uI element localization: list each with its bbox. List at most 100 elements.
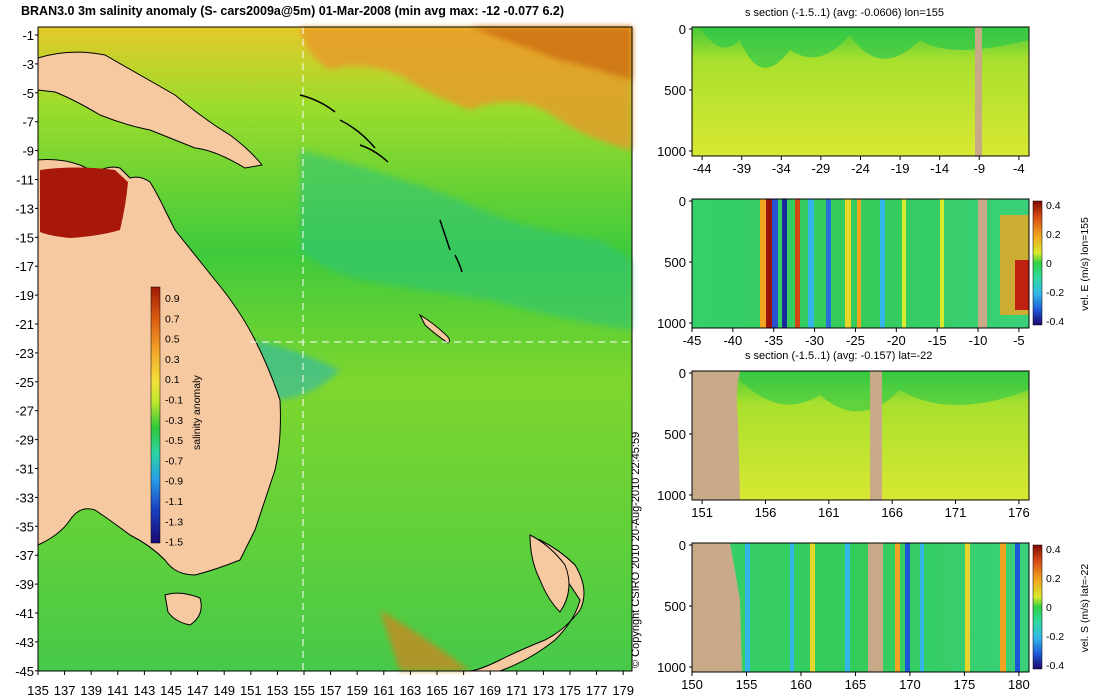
panel-x-tick-label: -35 <box>764 333 783 348</box>
panel-y-tick-label: 1000 <box>657 144 686 159</box>
panel-x-tick-label: 176 <box>1008 505 1030 520</box>
panel-4-land-column <box>868 543 883 672</box>
lat-tick-label: -45 <box>15 664 34 679</box>
new-guinea-land <box>37 51 263 169</box>
panel-2-land-column <box>978 199 987 328</box>
lon-tick-label: 165 <box>426 683 448 698</box>
panel-4-stripes <box>745 543 1020 672</box>
panel-y-tick-label: 500 <box>664 427 686 442</box>
panel-x-tick-label: -25 <box>846 333 865 348</box>
tropical-max-salinity <box>470 27 632 80</box>
velocity-colorbar-tick: -0.2 <box>1046 631 1064 643</box>
panel-3-title: s section (-1.5..1) (avg: -0.157) lat=-2… <box>745 350 933 362</box>
panel-x-tick-label: -14 <box>930 161 949 176</box>
panel-x-tick-label: 171 <box>945 505 967 520</box>
new-zealand-north-land <box>529 534 570 613</box>
panel-1-surface-layer <box>700 27 1029 68</box>
panel-x-tick-label: -19 <box>891 161 910 176</box>
tropical-high-salinity <box>300 27 632 150</box>
tasman-high-salinity <box>380 610 470 671</box>
velocity-colorbar-tick: -0.4 <box>1046 660 1064 672</box>
panel-x-tick-label: 160 <box>790 677 812 692</box>
lon-tick-label: 155 <box>293 683 315 698</box>
section-panel-2[interactable] <box>691 198 1043 329</box>
lon-tick-label: 169 <box>479 683 501 698</box>
lon-tick-label: 153 <box>267 683 289 698</box>
lat-tick-label: -9 <box>22 144 34 159</box>
lat-tick-label: -29 <box>15 433 34 448</box>
panel-x-tick-label: 150 <box>681 677 703 692</box>
salinity-map[interactable]: 0.9 0.7 0.5 0.3 0.1 -0.1 -0.3 -0.5 -0.7 -0.9 -1.1 -… <box>37 26 633 672</box>
salinity-colorbar-tick: 0.1 <box>165 374 180 386</box>
lat-tick-label: -23 <box>15 346 34 361</box>
map-longitude-ticks: 135 137 139 141 143 145 147 149 151 153 155 157 159 1… <box>27 671 634 698</box>
salinity-colorbar-tick: -1.5 <box>165 537 183 549</box>
east-coast-low-salinity <box>255 340 340 400</box>
panel-x-tick-label: -9 <box>974 161 986 176</box>
salinity-colorbar-tick: -1.1 <box>165 496 183 508</box>
panel-x-tick-label: 161 <box>818 505 840 520</box>
lon-tick-label: 159 <box>346 683 368 698</box>
lat-tick-label: -43 <box>15 635 34 650</box>
panel-x-tick-label: 170 <box>899 677 921 692</box>
panel-4-land-area <box>692 543 742 672</box>
panel-x-tick-label: 151 <box>691 505 713 520</box>
new-caledonia-land <box>418 313 450 344</box>
lon-tick-label: 157 <box>320 683 342 698</box>
panel-1-title: s section (-1.5..1) (avg: -0.0606) lon=1… <box>745 7 945 19</box>
panel-4-colorbar <box>1032 544 1043 670</box>
section-panel-3[interactable] <box>691 370 1030 501</box>
panel-x-tick-label: 156 <box>755 505 777 520</box>
tasmania-land <box>164 592 202 626</box>
velocity-colorbar-label: vel. E (m/s) lon=155 <box>1079 217 1091 311</box>
island-chain <box>299 94 463 273</box>
lon-tick-label: 161 <box>373 683 395 698</box>
lon-tick-label: 175 <box>559 683 581 698</box>
panel-3-land-column <box>870 371 882 500</box>
salinity-colorbar-tick: -0.3 <box>165 415 183 427</box>
velocity-colorbar-tick: 0.4 <box>1046 544 1061 556</box>
salinity-colorbar <box>150 286 161 544</box>
lat-tick-label: -3 <box>22 57 34 72</box>
salinity-colorbar-tick: 0.5 <box>165 334 180 346</box>
salinity-colorbar-tick: -0.1 <box>165 395 183 407</box>
panel-x-tick-label: -44 <box>693 161 712 176</box>
panel-x-tick-label: -29 <box>812 161 831 176</box>
coral-sea-band <box>300 150 632 330</box>
salinity-colorbar-tick: 0.3 <box>165 354 180 366</box>
panel-x-tick-label: -34 <box>772 161 791 176</box>
lon-tick-label: 171 <box>506 683 528 698</box>
section-panel-1[interactable] <box>691 26 1030 157</box>
panel-4-frame <box>691 542 1030 673</box>
lon-tick-label: 177 <box>586 683 608 698</box>
panel-x-tick-label: 166 <box>881 505 903 520</box>
panel-x-tick-label: 180 <box>1008 677 1030 692</box>
lon-tick-label: 135 <box>27 683 49 698</box>
panel-y-tick-label: 0 <box>679 366 686 381</box>
lat-tick-label: -15 <box>15 230 34 245</box>
salinity-colorbar-ticks: 0.9 0.7 0.5 0.3 0.1 -0.1 -0.3 -0.5 -0.7 -0.9 -1.1 -… <box>165 293 183 549</box>
lon-tick-label: 141 <box>107 683 129 698</box>
lon-tick-label: 163 <box>400 683 422 698</box>
lon-tick-label: 167 <box>453 683 475 698</box>
panel-y-tick-label: 0 <box>679 538 686 553</box>
velocity-colorbar-tick: 0.2 <box>1046 229 1061 241</box>
lat-tick-label: -41 <box>15 606 34 621</box>
panel-y-tick-label: 500 <box>664 599 686 614</box>
lat-tick-label: -1 <box>22 28 34 43</box>
panel-x-tick-label: -5 <box>1013 333 1025 348</box>
panel-y-tick-label: 0 <box>679 22 686 37</box>
panel-x-tick-label: -10 <box>969 333 988 348</box>
panel-x-tick-label: -30 <box>805 333 824 348</box>
lat-tick-label: -11 <box>16 173 34 188</box>
gulf-of-carpentaria <box>40 167 128 238</box>
panel-x-tick-label: 175 <box>954 677 976 692</box>
panel-y-tick-label: 1000 <box>657 660 686 675</box>
panel-2-frame <box>691 198 1030 329</box>
panel-x-tick-label: -40 <box>723 333 742 348</box>
panel-x-tick-label: -4 <box>1013 161 1025 176</box>
panel-y-tick-label: 0 <box>679 194 686 209</box>
section-panel-4[interactable] <box>691 542 1043 673</box>
